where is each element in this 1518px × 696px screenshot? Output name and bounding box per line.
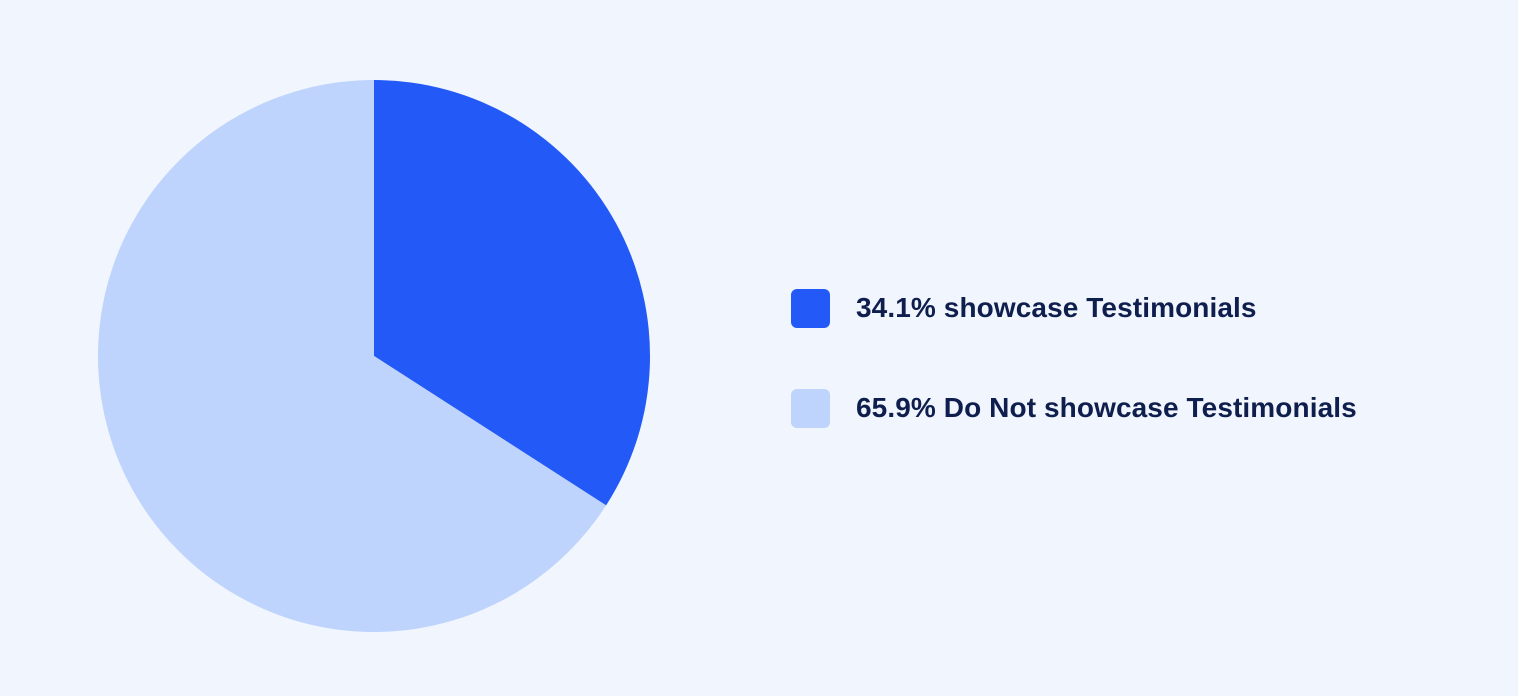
pie-slice-showcase [374,80,650,506]
legend-item-showcase: 34.1% showcase Testimonials [791,286,1357,330]
legend-label-do-not-showcase: 65.9% Do Not showcase Testimonials [856,392,1357,423]
legend-swatch-showcase [791,288,830,328]
chart-legend: 34.1% showcase Testimonials 65.9% Do Not… [791,286,1357,430]
legend-swatch-do-not-showcase [791,388,830,428]
pie-slice-do-not-showcase [97,80,607,632]
legend-item-do-not-showcase: 65.9% Do Not showcase Testimonials [791,386,1357,430]
legend-label-showcase: 34.1% showcase Testimonials [856,292,1257,323]
